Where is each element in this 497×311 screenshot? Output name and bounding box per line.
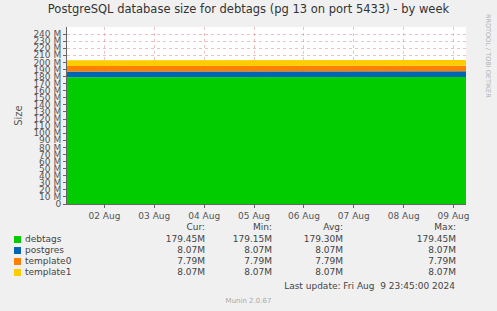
svg-text:90 M: 90 M — [39, 135, 61, 145]
svg-text:180 M: 180 M — [33, 72, 61, 82]
svg-text:10 M: 10 M — [39, 192, 61, 202]
html-text:179.15M: 179.15M — [232, 234, 272, 244]
svg-text:05 Aug: 05 Aug — [238, 211, 270, 221]
html-text:RRDTOOL / TOBI OETIKER: RRDTOOL / TOBI OETIKER — [484, 14, 492, 98]
html-text:8.07M: 8.07M — [428, 245, 456, 255]
svg-text:240 M: 240 M — [33, 29, 61, 39]
svg-text:120 M: 120 M — [33, 114, 61, 124]
html-text:179.30M: 179.30M — [303, 234, 343, 244]
html-text:8.07M: 8.07M — [244, 245, 272, 255]
svg-text:06 Aug: 06 Aug — [288, 211, 320, 221]
svg-text:130 M: 130 M — [33, 107, 61, 117]
svg-text:50 M: 50 M — [39, 164, 61, 174]
html-text:Avg:: Avg: — [323, 222, 343, 232]
svg-text:140 M: 140 M — [33, 100, 61, 110]
html-text:179.45M: 179.45M — [165, 234, 205, 244]
svg-text:Size: Size — [13, 105, 24, 126]
svg-text:60 M: 60 M — [39, 157, 61, 167]
svg-text:08 Aug: 08 Aug — [388, 211, 420, 221]
svg-text:03 Aug: 03 Aug — [138, 211, 170, 221]
svg-text:09 Aug: 09 Aug — [438, 211, 470, 221]
svg-text:40 M: 40 M — [39, 171, 61, 181]
svg-text:04 Aug: 04 Aug — [188, 211, 220, 221]
svg-text:210 M: 210 M — [33, 50, 61, 60]
html-text:Munin 2.0.67: Munin 2.0.67 — [225, 297, 272, 305]
svg-text:110 M: 110 M — [33, 121, 61, 131]
svg-text:0: 0 — [55, 199, 61, 209]
svg-text:220 M: 220 M — [33, 43, 61, 53]
svg-text:170 M: 170 M — [33, 79, 61, 89]
svg-text:230 M: 230 M — [33, 36, 61, 46]
svg-text:190 M: 190 M — [33, 65, 61, 75]
html-text:7.79M: 7.79M — [428, 256, 456, 266]
svg-text:02 Aug: 02 Aug — [88, 211, 120, 221]
html-text:179.45M: 179.45M — [416, 234, 456, 244]
html-text:Min:: Min: — [253, 222, 272, 232]
html-text:8.07M: 8.07M — [177, 267, 205, 277]
html-text:Cur:: Cur: — [186, 222, 205, 232]
html-text:7.79M: 7.79M — [177, 256, 205, 266]
html-text:8.07M: 8.07M — [315, 267, 343, 277]
html-text:7.79M: 7.79M — [244, 256, 272, 266]
html-text:template1: template1 — [25, 267, 72, 277]
html-text:template0: template0 — [25, 256, 72, 266]
html-text:debtags: debtags — [25, 234, 62, 244]
html-text:8.07M: 8.07M — [177, 245, 205, 255]
html-text:Last update: Fri Aug 9 23:45:0: Last update: Fri Aug 9 23:45:00 2024 — [284, 281, 455, 291]
svg-text:PostgreSQL database size for d: PostgreSQL database size for debtags (pg… — [48, 2, 450, 16]
svg-text:200 M: 200 M — [33, 58, 61, 68]
html-text:8.07M: 8.07M — [244, 267, 272, 277]
html-text:8.07M: 8.07M — [428, 267, 456, 277]
svg-text:20 M: 20 M — [39, 185, 61, 195]
svg-text:100 M: 100 M — [33, 128, 61, 138]
svg-text:150 M: 150 M — [33, 93, 61, 103]
svg-text:07 Aug: 07 Aug — [338, 211, 370, 221]
svg-text:30 M: 30 M — [39, 178, 61, 188]
svg-text:160 M: 160 M — [33, 86, 61, 96]
svg-text:80 M: 80 M — [39, 143, 61, 153]
svg-text:70 M: 70 M — [39, 150, 61, 160]
html-text:Max:: Max: — [434, 222, 456, 232]
html-text:8.07M: 8.07M — [315, 245, 343, 255]
html-text:7.79M: 7.79M — [315, 256, 343, 266]
html-text:postgres: postgres — [25, 245, 64, 255]
